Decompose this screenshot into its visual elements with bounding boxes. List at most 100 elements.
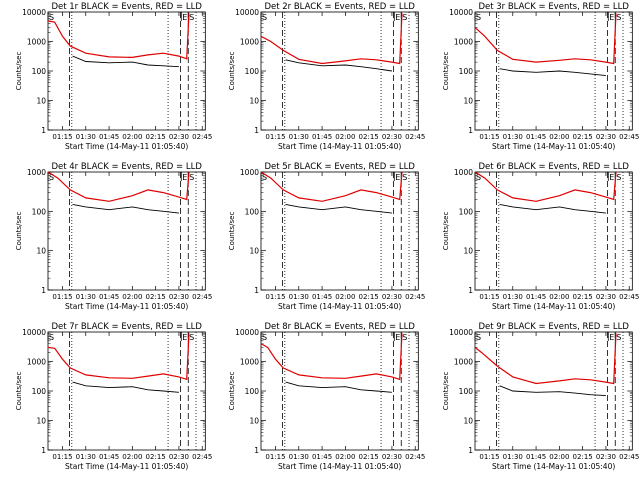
y-axis-label: Counts/sec — [15, 212, 23, 251]
lld-series-line — [261, 13, 403, 65]
y-tick-label: 1000 — [27, 358, 46, 367]
plot-frame — [47, 331, 206, 451]
y-tick-label: 10 — [36, 97, 46, 106]
x-axis-label: Start Time (14-May-11 01:05:40) — [278, 142, 401, 151]
x-tick-label: 02:15 — [572, 133, 592, 141]
chart-title: Det 8r BLACK = Events, RED = LLD — [265, 322, 416, 332]
x-tick-label: 01:15 — [52, 293, 72, 301]
y-tick-label: 10 — [463, 247, 473, 256]
x-tick-label: 02:00 — [549, 293, 569, 301]
y-tick-label: 10000 — [449, 8, 473, 17]
x-tick-label: 01:30 — [289, 453, 309, 461]
y-tick-label: 1 — [255, 126, 260, 135]
chart-title: Det 7r BLACK = Events, RED = LLD — [51, 322, 202, 332]
y-tick-label: 100 — [32, 207, 47, 216]
x-tick-label: 02:00 — [336, 453, 356, 461]
x-tick-label: 01:15 — [266, 453, 286, 461]
x-tick-label: 02:30 — [382, 293, 402, 301]
marker-label: S — [616, 333, 621, 342]
events-series-line — [499, 203, 606, 214]
x-tick-label: 02:45 — [192, 293, 212, 301]
marker-label: E — [396, 333, 401, 342]
x-tick-label: 02:30 — [595, 133, 615, 141]
x-tick-label: 01:30 — [289, 293, 309, 301]
detector-chart: Det 9r BLACK = Events, RED = LLD 1 10 100 10… — [442, 322, 639, 471]
plot-frame — [474, 171, 633, 291]
x-tick-label: 02:00 — [336, 133, 356, 141]
events-series-line — [499, 68, 606, 77]
x-tick-label: 01:45 — [99, 453, 119, 461]
marker-label: S — [476, 173, 481, 182]
detector-chart: Det 3r BLACK = Events, RED = LLD 1 10 100 10… — [442, 2, 639, 151]
y-tick-label: 10 — [463, 97, 473, 106]
x-tick-label: 02:30 — [169, 453, 189, 461]
y-tick-label: 1000 — [240, 38, 259, 47]
y-tick-label: 100 — [245, 67, 260, 76]
x-tick-label: 01:45 — [99, 293, 119, 301]
x-tick-label: 01:30 — [502, 453, 522, 461]
chart-title: Det 1r BLACK = Events, RED = LLD — [51, 2, 202, 12]
events-series-line — [285, 381, 393, 393]
events-series-line — [285, 203, 393, 214]
y-tick-label: 10000 — [22, 328, 46, 337]
x-tick-label: 01:45 — [99, 133, 119, 141]
x-axis-label: Start Time (14-May-11 01:05:40) — [65, 302, 188, 311]
x-tick-label: 02:30 — [382, 453, 402, 461]
chart-title: Det 4r BLACK = Events, RED = LLD — [51, 162, 202, 172]
x-tick-label: 02:15 — [359, 133, 379, 141]
marker-label: E — [182, 333, 187, 342]
plot-frame — [47, 171, 206, 291]
x-axis-label: Start Time (14-May-11 01:05:40) — [492, 302, 615, 311]
y-axis-label: Counts/sec — [15, 52, 23, 91]
x-tick-label: 02:00 — [122, 293, 142, 301]
x-tick-label: 01:15 — [479, 453, 499, 461]
detector-chart: Det 4r BLACK = Events, RED = LLD 1 10 100 10… — [15, 162, 212, 311]
y-tick-label: 10 — [250, 97, 260, 106]
marker-label: S — [262, 333, 267, 342]
x-tick-label: 01:30 — [502, 293, 522, 301]
chart-title: Det 9r BLACK = Events, RED = LLD — [478, 322, 629, 332]
x-tick-label: 02:15 — [146, 133, 166, 141]
x-tick-label: 01:15 — [479, 133, 499, 141]
x-tick-label: 02:15 — [146, 453, 166, 461]
y-tick-label: 100 — [245, 207, 260, 216]
x-axis-label: Start Time (14-May-11 01:05:40) — [65, 142, 188, 151]
lld-series-line — [47, 333, 190, 381]
x-tick-label: 01:45 — [312, 293, 332, 301]
x-tick-label: 01:15 — [266, 293, 286, 301]
marker-label: S — [403, 13, 408, 22]
y-tick-label: 1000 — [240, 168, 259, 177]
events-series-line — [72, 381, 179, 393]
x-tick-label: 02:30 — [169, 293, 189, 301]
y-axis-label: Counts/sec — [442, 372, 450, 411]
marker-label: S — [189, 13, 194, 22]
y-tick-label: 1 — [41, 126, 46, 135]
marker-label: E — [609, 13, 614, 22]
lld-series-line — [261, 333, 403, 381]
y-tick-label: 1 — [468, 286, 473, 295]
y-tick-label: 100 — [245, 387, 260, 396]
y-tick-label: 10 — [463, 417, 473, 426]
y-tick-label: 1 — [41, 446, 46, 455]
x-tick-label: 01:30 — [76, 293, 96, 301]
y-axis-label: Counts/sec — [442, 52, 450, 91]
marker-label: E — [609, 173, 614, 182]
x-tick-label: 02:00 — [336, 293, 356, 301]
x-tick-label: 02:00 — [549, 453, 569, 461]
marker-label: E — [182, 13, 187, 22]
y-tick-label: 1 — [255, 446, 260, 455]
x-tick-label: 02:45 — [619, 293, 639, 301]
y-tick-label: 100 — [458, 387, 473, 396]
x-tick-label: 01:30 — [76, 133, 96, 141]
lld-series-line — [474, 333, 617, 385]
x-axis-label: Start Time (14-May-11 01:05:40) — [492, 142, 615, 151]
marker-label: S — [262, 173, 267, 182]
marker-label: S — [403, 333, 408, 342]
y-axis-label: Counts/sec — [442, 212, 450, 251]
chart-title: Det 6r BLACK = Events, RED = LLD — [478, 162, 629, 172]
marker-label: E — [182, 173, 187, 182]
events-series-line — [499, 385, 606, 397]
detector-chart: Det 1r BLACK = Events, RED = LLD 1 10 100 10… — [15, 2, 212, 151]
x-axis-label: Start Time (14-May-11 01:05:40) — [65, 462, 188, 471]
y-tick-label: 10000 — [449, 328, 473, 337]
